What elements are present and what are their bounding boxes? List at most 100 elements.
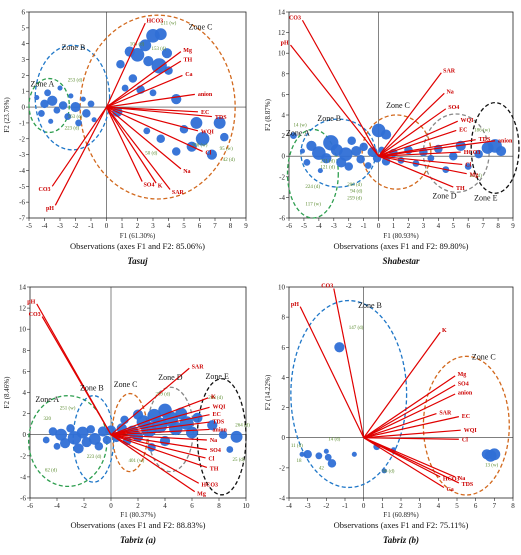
observation-point	[156, 134, 165, 144]
observation-point	[70, 101, 81, 113]
x-tick-label: -4	[42, 222, 48, 230]
variable-label: TDS	[213, 420, 225, 426]
observation-point	[381, 468, 387, 474]
observation-point	[351, 145, 362, 157]
x-tick-label: -5	[26, 222, 32, 230]
variable-label: Na	[446, 89, 453, 95]
y-tick-label: -2	[279, 464, 285, 472]
zone-label: Zone B	[358, 301, 382, 310]
variable-vector	[363, 437, 445, 488]
y-tick-label: -2	[279, 173, 285, 181]
y-tick-label: 6	[22, 9, 26, 17]
x-tick-label: 5	[455, 502, 459, 510]
variable-label: anion	[458, 391, 473, 397]
observation-point	[290, 132, 297, 140]
x-tick-label: 10	[243, 502, 251, 510]
variable-label: TDS	[462, 482, 474, 488]
panel-shabestar: -6 -5 -4 -3 -2 -1 0 1 2 3 4 5 6 7 8 9-6-4-202468101214F…	[264, 9, 520, 266]
observation-point	[481, 449, 492, 460]
observation-label: 14 (w)	[293, 123, 307, 128]
zone-label: Zone B	[80, 383, 104, 392]
variable-label: CO3	[289, 16, 301, 22]
observation-point	[449, 151, 458, 161]
observation-point	[364, 162, 372, 169]
variable-label: Cl	[465, 163, 471, 169]
y-tick-label: 5	[22, 24, 26, 32]
observation-point	[48, 118, 54, 124]
zone-label: Zone A	[35, 395, 59, 404]
observation-point	[186, 426, 198, 439]
x-tick-label: -1	[342, 502, 348, 510]
variable-label: SAR	[192, 364, 205, 370]
observation-point	[116, 60, 125, 69]
variable-vector	[110, 428, 210, 436]
variable-label: Cl	[462, 437, 468, 443]
y-tick-label: -1	[19, 119, 25, 127]
panel-caption: Observations (axes F1 and F2: 88.83%)	[70, 520, 205, 530]
observation-point	[88, 432, 101, 445]
variable-label: K	[211, 395, 216, 401]
observation-point	[121, 84, 129, 92]
y-tick-label: -4	[19, 167, 25, 175]
observation-label: 147 (d)	[349, 326, 364, 331]
variable-label: Mg	[470, 172, 479, 178]
observation-point	[80, 96, 86, 102]
variable-vector	[51, 106, 107, 187]
y-tick-label: 2	[23, 410, 27, 418]
x-tick-label: -4	[286, 502, 292, 510]
y-axis-label: F2 (23.76%)	[3, 97, 11, 133]
variable-label: TH	[456, 186, 465, 192]
variable-label: Na	[210, 438, 217, 444]
zone-ellipse	[422, 355, 510, 496]
observation-label: 106 (w)	[192, 144, 208, 149]
y-tick-label: 1	[22, 88, 26, 96]
observation-label: 66 (d)	[382, 469, 394, 474]
observation-point	[195, 131, 210, 146]
observation-point	[68, 93, 74, 99]
observation-point	[151, 58, 167, 74]
observation-point	[317, 168, 323, 174]
observation-point	[172, 147, 181, 156]
y-tick-label: 8	[23, 347, 27, 355]
observation-point	[40, 99, 49, 109]
observation-point	[327, 459, 337, 468]
y-tick-label: 6	[282, 91, 286, 99]
y-tick-label: -6	[20, 495, 26, 503]
observation-point	[38, 110, 45, 117]
observation-point	[130, 47, 145, 62]
observation-point	[427, 154, 435, 162]
variable-vector	[106, 106, 182, 170]
observation-point	[226, 446, 234, 453]
variable-vector	[110, 434, 207, 451]
variable-label: anion	[213, 427, 228, 433]
x-axis-label: F1 (80.93%)	[383, 232, 419, 240]
zone-ellipse	[196, 378, 247, 496]
observation-label: 14 (d)	[328, 438, 340, 443]
observation-label: 42	[319, 466, 325, 471]
observation-label: 117 (w)	[305, 203, 321, 208]
y-tick-label: 0	[22, 104, 26, 112]
observation-point	[213, 116, 226, 129]
variable-label: HCO3	[464, 150, 481, 156]
observation-label: 153 (d)	[151, 47, 166, 52]
x-tick-label: 0	[109, 502, 113, 510]
zone-ellipse	[34, 44, 111, 151]
variable-vector	[378, 129, 457, 157]
zone-label: Zone D	[158, 373, 182, 382]
variable-label: Cl	[208, 457, 214, 463]
observation-label: 163 (d)	[68, 115, 83, 120]
observation-point	[207, 420, 218, 431]
variable-vector	[105, 22, 146, 108]
observation-point	[381, 157, 391, 166]
y-tick-label: 4	[282, 374, 286, 382]
observation-point	[53, 442, 61, 450]
observation-point	[344, 162, 353, 171]
observation-point	[351, 451, 357, 457]
observation-point	[474, 149, 483, 159]
observation-label: 211 (w)	[161, 22, 177, 27]
variable-vector	[110, 421, 210, 436]
x-tick-label: 9	[511, 222, 515, 230]
variable-label: EC	[212, 412, 220, 418]
zone-ellipse	[361, 114, 432, 190]
observation-point	[102, 435, 112, 445]
